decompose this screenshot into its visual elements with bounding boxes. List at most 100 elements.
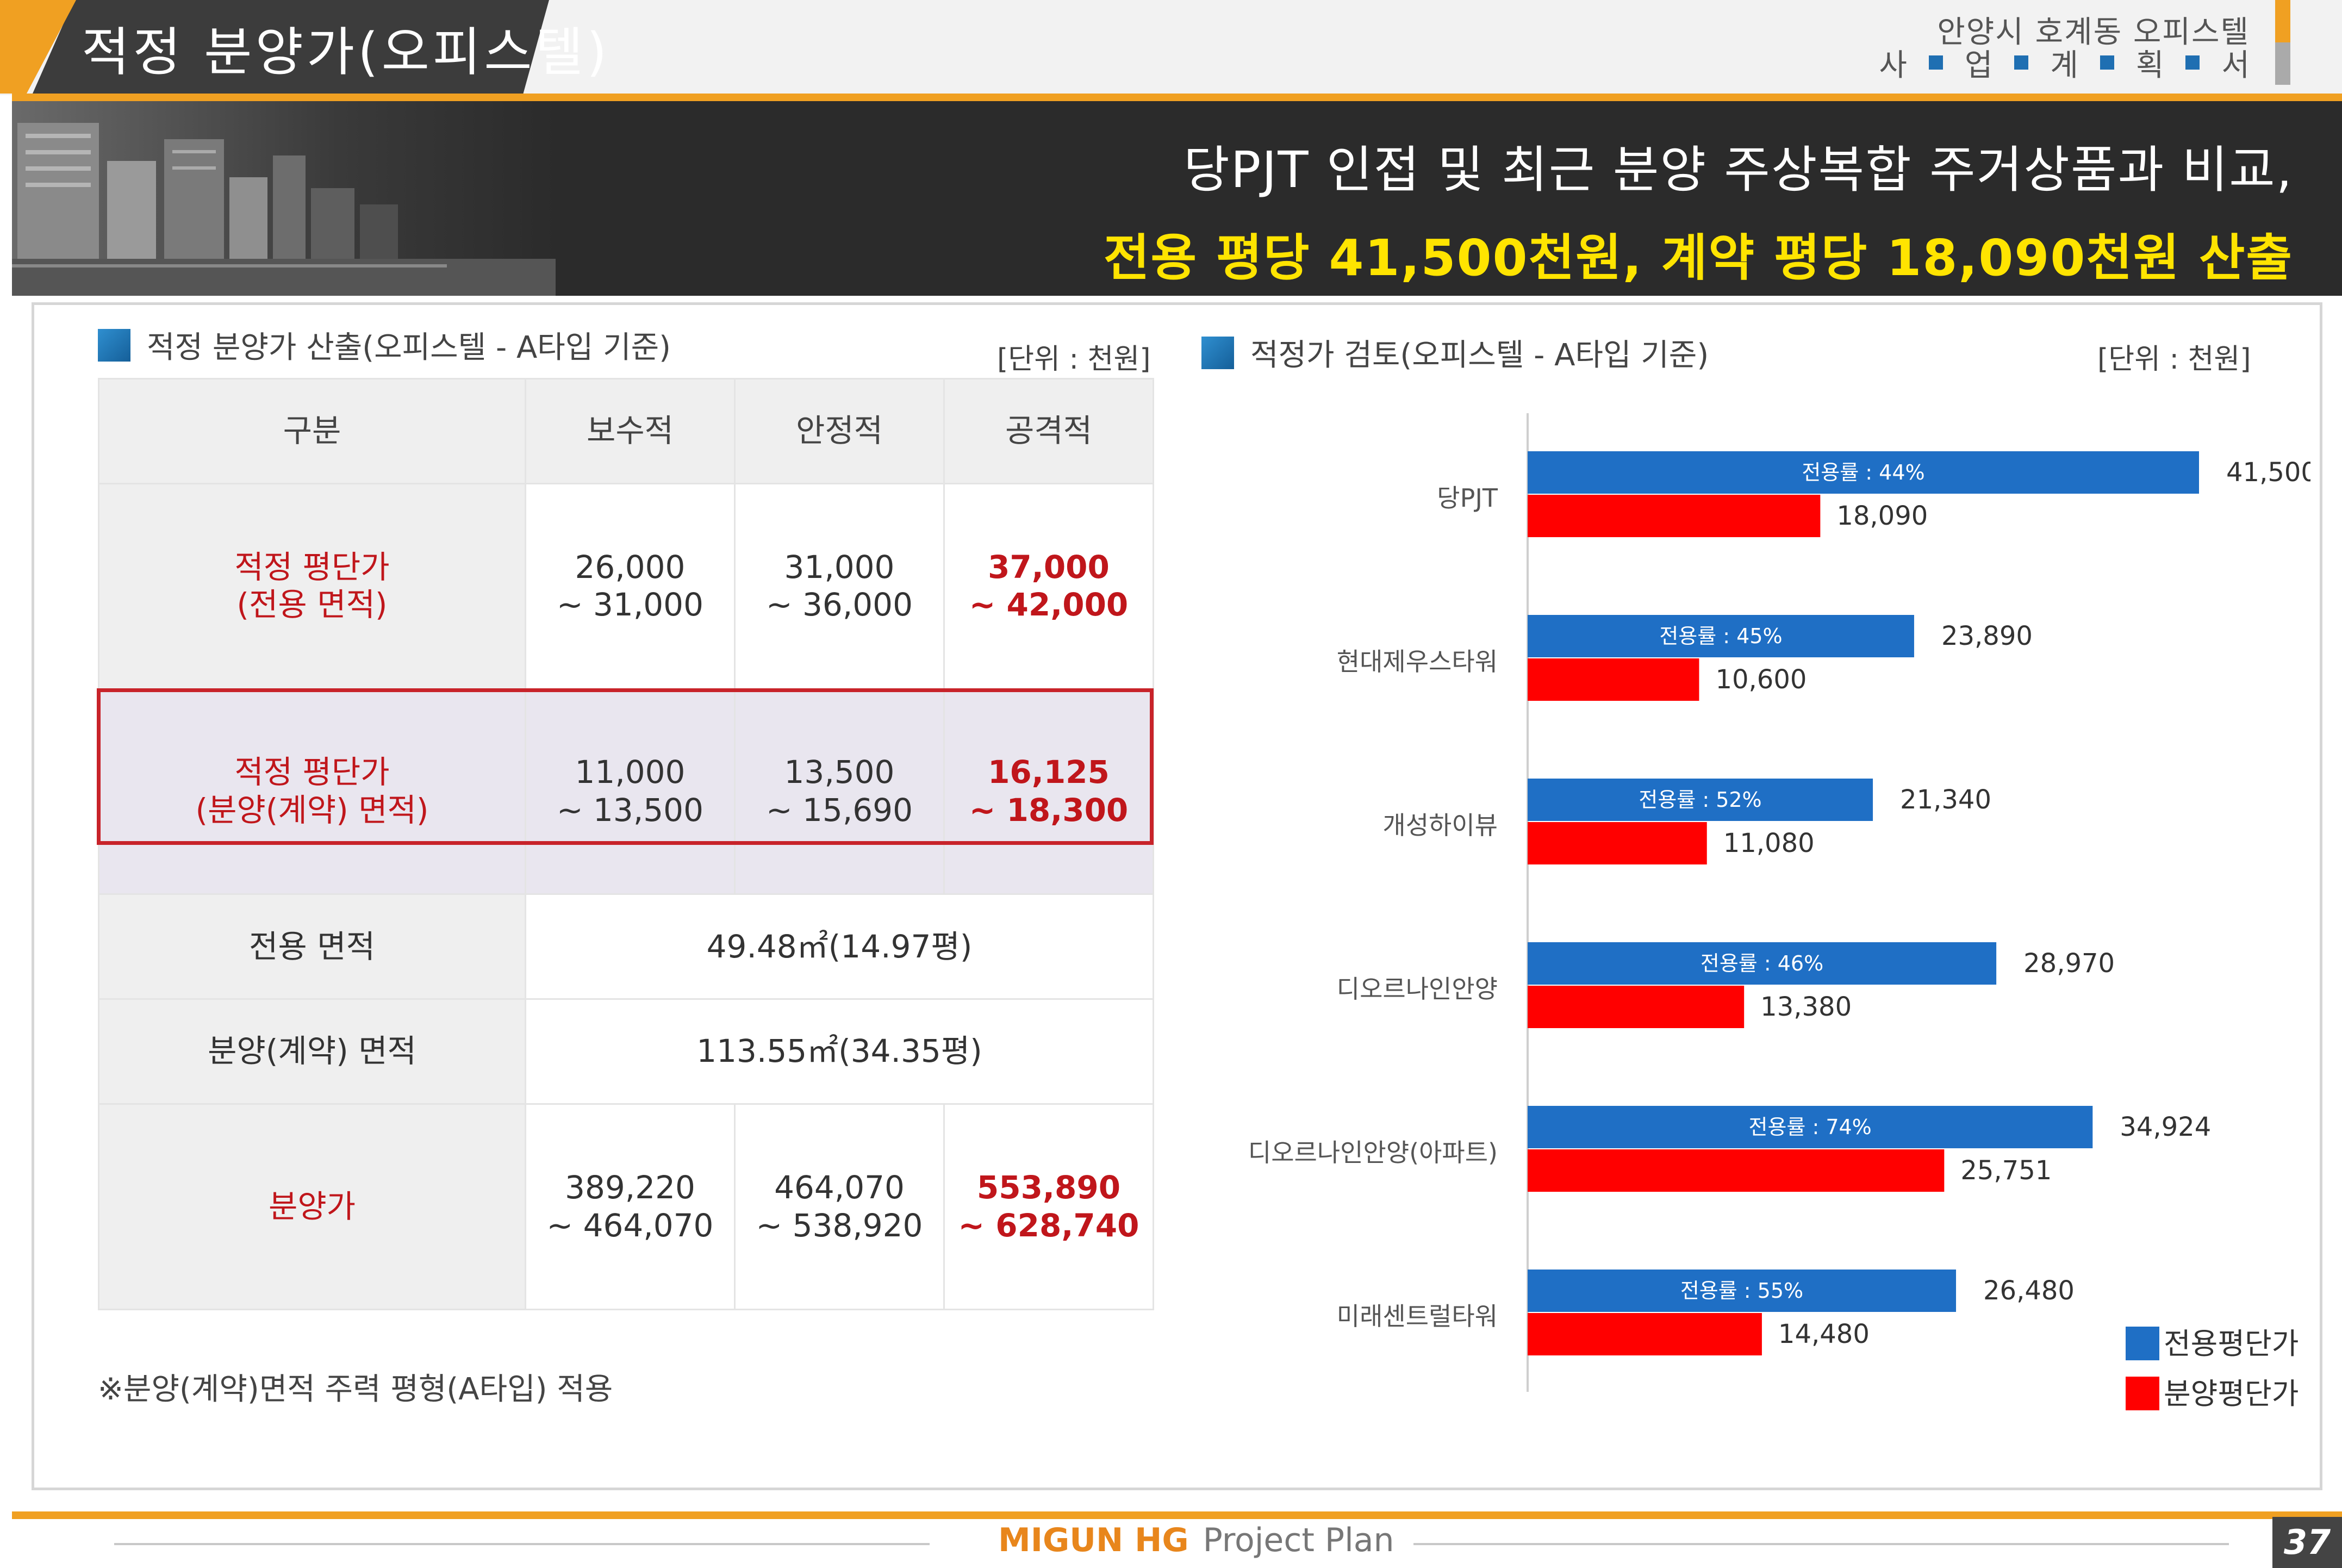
table-row: 적정 평단가 (전용 면적) 26,000 ~ 31,000 31,000 ~ 36… (98, 482, 1154, 690)
cell-line: 31,000 (784, 548, 895, 586)
data-label: 25,751 (1960, 1155, 2052, 1186)
doc-type-char: 계 (2050, 47, 2078, 83)
bar-exclusive-price (1528, 779, 1873, 821)
category-label: 현대제우스타워 (1337, 647, 1498, 676)
table-cell: 16,125 ~ 18,300 (943, 688, 1154, 895)
cell-line: 26,000 (575, 548, 686, 586)
footer-rule (114, 1543, 930, 1545)
category-label: 디오르나인안양(아파트) (1248, 1138, 1498, 1167)
bar-exclusive-price (1528, 1106, 2093, 1148)
cell-line: ~ 31,000 (557, 586, 703, 624)
cell-line: 37,000 (988, 548, 1110, 586)
column-header: 공격적 (943, 378, 1154, 484)
category-label: 당PJT (1437, 483, 1498, 513)
title-tab (33, 0, 549, 94)
brand-name: MIGUN HG (998, 1521, 1189, 1559)
page-title: 적정 분양가(오피스텔) (82, 22, 611, 83)
cell-line: ~ 18,300 (969, 792, 1129, 829)
data-label: 13,380 (1760, 992, 1852, 1022)
exclusive-rate-label: 전용률 : 46% (1701, 951, 1823, 975)
row-label-line: (분양(계약) 면적) (195, 792, 429, 829)
exclusive-rate-label: 전용률 : 52% (1639, 788, 1761, 812)
corner-accent (2275, 42, 2290, 85)
cell-line: 13,500 (784, 754, 895, 791)
unit-label: [단위 : 천원] (997, 343, 1151, 376)
table-row: 분양가 389,220 ~ 464,070 464,070 ~ 538,920 55… (98, 1103, 1154, 1310)
exclusive-rate-label: 전용률 : 74% (1748, 1115, 1871, 1139)
bar-sale-price (1528, 495, 1821, 537)
exclusive-rate-label: 전용률 : 55% (1680, 1279, 1803, 1303)
table-row: 분양(계약) 면적 113.55㎡(34.35평) (98, 998, 1154, 1105)
row-label-line: (전용 면적) (236, 586, 388, 624)
footer-subtitle: Project Plan (1203, 1521, 1394, 1559)
square-bullet-icon (2100, 55, 2114, 70)
cell-line: 11,000 (575, 754, 686, 791)
bar-exclusive-price (1528, 451, 2199, 494)
data-label: 26,480 (1983, 1275, 2075, 1306)
footnote: ※분양(계약)면적 주력 평형(A타입) 적용 (98, 1372, 613, 1407)
page-number: 37 (2283, 1522, 2331, 1562)
column-header: 보수적 (525, 378, 736, 484)
row-label-line: 적정 평단가 (234, 754, 390, 791)
cell-line: 464,070 (774, 1169, 905, 1206)
table-row: 전용 면적 49.48㎡(14.97평) (98, 893, 1154, 1000)
data-label: 21,340 (1900, 785, 1991, 815)
legend-label: 전용평단가 (2164, 1327, 2299, 1361)
headline-primary: 당PJT 인접 및 최근 분양 주상복합 주거상품과 비교, (1184, 141, 2293, 199)
square-bullet-icon (98, 328, 130, 362)
footer-divider (12, 1511, 2342, 1519)
table-cell: 31,000 ~ 36,000 (734, 482, 945, 690)
table-cell: 464,070 ~ 538,920 (734, 1103, 945, 1310)
legend-swatch (2126, 1327, 2159, 1360)
cell-line: 16,125 (988, 754, 1110, 791)
row-label: 적정 평단가 (전용 면적) (98, 482, 526, 690)
category-label: 디오르나인안양 (1337, 974, 1498, 1004)
cell-line: ~ 464,070 (546, 1206, 714, 1244)
banner (12, 101, 2342, 296)
square-bullet-icon (2185, 55, 2200, 70)
legend-swatch (2126, 1377, 2159, 1410)
comparison-bar-chart: 당PJT 전용률 : 44% 41,500 18,090 현대제우스타워 전용률 : 45… (1248, 413, 2310, 1411)
table-cell: 13,500 ~ 15,690 (734, 688, 945, 895)
data-label: 34,924 (2120, 1112, 2211, 1142)
section-heading-text: 적정 분양가 산출(오피스텔 - A타입 기준) (147, 330, 671, 365)
cell-line: ~ 13,500 (557, 792, 703, 829)
cell-line: ~ 538,920 (756, 1206, 923, 1244)
bar-sale-price (1528, 986, 1745, 1028)
row-label: 분양가 (98, 1103, 526, 1310)
bar-sale-price (1528, 822, 1707, 864)
data-label: 41,500 (2226, 457, 2310, 488)
bar-sale-price (1528, 1149, 1945, 1192)
data-label: 18,090 (1836, 501, 1928, 531)
section-heading-estimate: 적정 분양가 산출(오피스텔 - A타입 기준) (98, 323, 671, 367)
category-label: 개성하이뷰 (1382, 811, 1498, 840)
square-bullet-icon (2014, 55, 2029, 70)
row-label-line: 적정 평단가 (234, 548, 390, 586)
square-bullet-icon (1928, 55, 1943, 70)
table-header-row: 구분 보수적 안정적 공격적 (98, 378, 1154, 484)
table-cell: 37,000 ~ 42,000 (943, 482, 1154, 690)
unit-label: [단위 : 천원] (2097, 343, 2251, 376)
cell-line: ~ 42,000 (969, 586, 1129, 624)
section-heading-text: 적정가 검토(오피스텔 - A타입 기준) (1250, 338, 1709, 373)
bar-exclusive-price (1528, 1270, 1957, 1312)
table-cell: 11,000 ~ 13,500 (525, 688, 736, 895)
row-label: 전용 면적 (98, 893, 526, 1000)
footer-brand: MIGUN HG Project Plan (998, 1521, 1394, 1559)
data-label: 10,600 (1715, 664, 1807, 695)
square-bullet-icon (1201, 336, 1234, 369)
doc-type-char: 획 (2135, 47, 2164, 83)
data-label: 23,890 (1941, 621, 2033, 651)
legend-label: 분양평단가 (2164, 1377, 2299, 1411)
bar-exclusive-price (1528, 615, 1914, 657)
merged-cell: 49.48㎡(14.97평) (525, 893, 1154, 1000)
bar-exclusive-price (1528, 942, 1997, 985)
cell-line: 389,220 (565, 1169, 695, 1206)
exclusive-rate-label: 전용률 : 44% (1802, 461, 1924, 484)
table-cell: 26,000 ~ 31,000 (525, 482, 736, 690)
doc-type-char: 사 (1879, 47, 1907, 83)
data-label: 14,480 (1778, 1319, 1870, 1349)
header-divider (12, 94, 2342, 101)
cell-line: 553,890 (976, 1169, 1121, 1206)
headline-highlight: 전용 평당 41,500천원, 계약 평당 18,090천원 산출 (1103, 229, 2293, 287)
